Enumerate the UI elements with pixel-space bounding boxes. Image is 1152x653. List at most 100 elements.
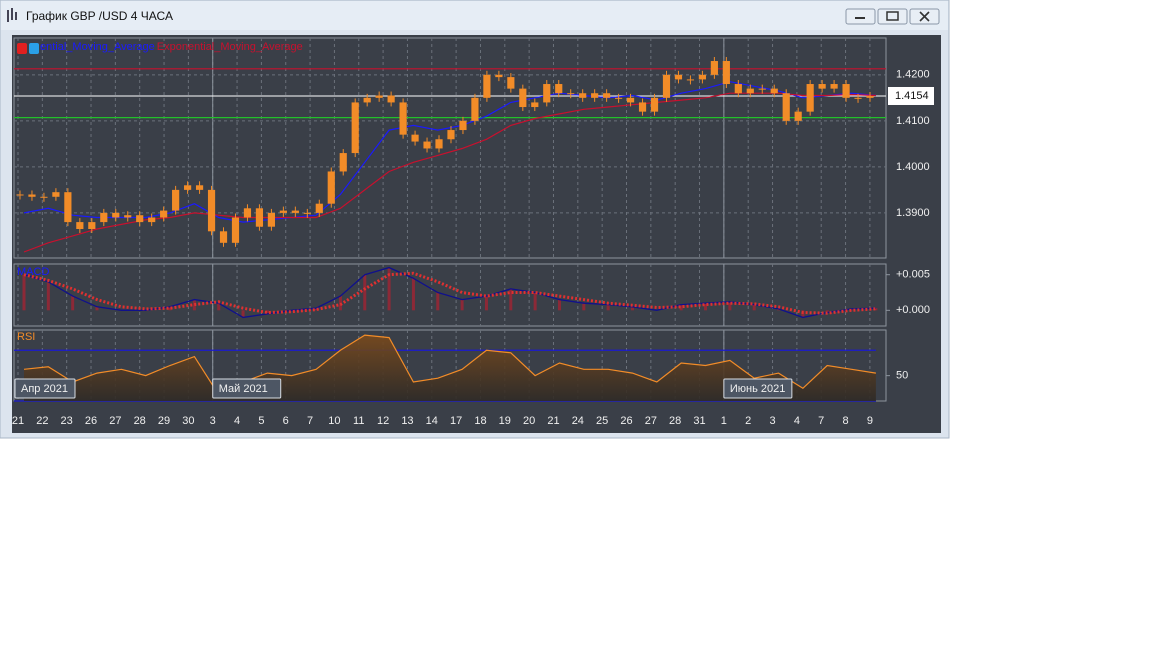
candle [638, 102, 647, 112]
x-tick-label: 11 [353, 415, 364, 427]
candle [184, 185, 192, 190]
app-icon [7, 8, 17, 22]
candle [303, 212, 311, 214]
moving-average-line [23, 92, 876, 253]
macd-line [23, 266, 876, 319]
x-tick-label: 19 [499, 415, 511, 427]
x-tick-label: 12 [377, 415, 389, 427]
x-tick-label: 28 [134, 415, 146, 427]
candle [339, 153, 347, 172]
panel-title: RSI [17, 331, 35, 343]
y-tick-label: 1.4100 [896, 115, 930, 127]
candle [291, 210, 299, 213]
last-price-label: 1.4154 [895, 90, 929, 102]
candle [674, 74, 683, 80]
candle [40, 196, 48, 198]
candle [686, 79, 695, 81]
month-label: Июнь 2021 [730, 383, 786, 395]
candle [255, 208, 264, 227]
x-tick-label: 30 [182, 415, 194, 427]
rsi-line [23, 334, 876, 396]
candle [650, 97, 659, 112]
candle [603, 93, 611, 98]
x-tick-label: 6 [283, 415, 289, 427]
candle [411, 134, 419, 142]
candle [351, 102, 359, 154]
x-tick-label: 21 [12, 415, 24, 427]
candle [818, 84, 826, 89]
x-tick-label: 4 [234, 415, 240, 427]
x-tick-label: 5 [258, 415, 264, 427]
candle [770, 88, 778, 94]
x-tick-label: 20 [523, 415, 535, 427]
candle [399, 102, 407, 135]
candle [794, 111, 802, 121]
candle [387, 95, 395, 103]
x-tick-label: 18 [474, 415, 486, 427]
candle [591, 93, 599, 98]
candle [507, 77, 515, 89]
candle [662, 74, 671, 98]
legend-entry[interactable]: Exponential_Moving_Average [157, 41, 303, 53]
minimize-button[interactable] [845, 8, 876, 25]
x-tick-label: 13 [401, 415, 413, 427]
legend-icons[interactable] [17, 43, 39, 54]
macd-panel [13, 263, 887, 327]
month-label: Апр 2021 [21, 383, 68, 395]
candle [758, 88, 766, 90]
month-label-box [212, 378, 282, 399]
x-tick-label: 24 [572, 415, 584, 427]
last-price-box [888, 86, 934, 105]
candle [519, 88, 527, 108]
candle [447, 130, 455, 140]
y-tick-label: 1.3900 [896, 207, 930, 219]
candle [734, 84, 742, 94]
x-tick-label: 1 [721, 415, 727, 427]
x-tick-label: 23 [61, 415, 73, 427]
x-tick-label: 3 [210, 415, 216, 427]
x-tick-label: 2 [745, 415, 751, 427]
candle [88, 222, 96, 230]
title-bar [1, 1, 948, 30]
candle [16, 194, 24, 196]
candle [495, 74, 503, 78]
y-tick-label: +0.005 [896, 269, 930, 281]
candle [28, 194, 36, 197]
y-tick-label: 1.4200 [896, 69, 930, 81]
candle [854, 97, 862, 99]
candle [279, 210, 287, 213]
candle [160, 210, 168, 218]
close-button[interactable] [909, 8, 940, 25]
month-label: Май 2021 [219, 383, 268, 395]
candle [866, 95, 874, 98]
candle [830, 84, 838, 89]
candle [615, 97, 623, 99]
x-tick-label: 22 [36, 415, 48, 427]
month-label-box [723, 378, 793, 399]
candle [148, 217, 156, 223]
x-tick-label: 21 [547, 415, 559, 427]
x-tick-label: 3 [769, 415, 775, 427]
candle [363, 97, 371, 103]
candle [52, 192, 60, 197]
price-panel [13, 37, 887, 259]
y-tick-label: 50 [896, 370, 908, 382]
candle [375, 95, 383, 98]
x-tick-label: 31 [693, 415, 705, 427]
candle [100, 212, 108, 223]
x-tick-label: 27 [109, 415, 121, 427]
x-tick-label: 27 [645, 415, 657, 427]
candle [423, 141, 431, 149]
candle [76, 222, 84, 230]
candle [243, 208, 252, 218]
restore-button[interactable] [877, 8, 908, 25]
legend-entry[interactable]: ential_Moving_Average [40, 41, 155, 53]
x-tick-label: 7 [818, 415, 824, 427]
candle [172, 189, 180, 211]
window-title: График GBP /USD 4 ЧАСА [26, 9, 173, 23]
candle [267, 212, 275, 227]
candle [531, 102, 539, 108]
month-label-box [14, 378, 76, 399]
